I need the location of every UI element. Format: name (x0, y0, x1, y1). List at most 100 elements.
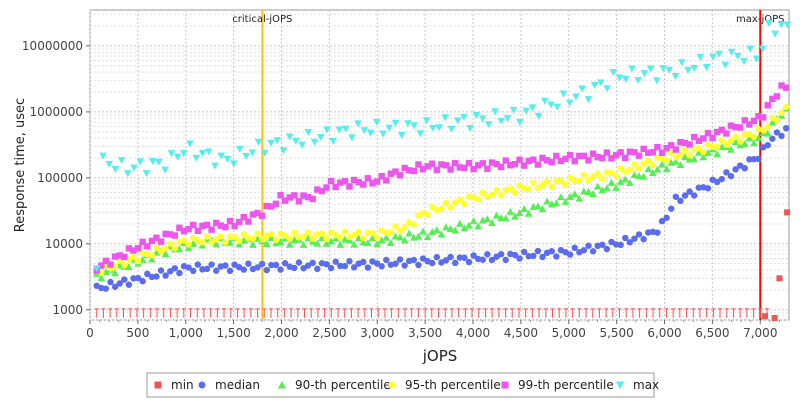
data-point (401, 224, 408, 231)
data-point (350, 176, 358, 184)
data-point (130, 275, 137, 282)
data-point (746, 156, 753, 163)
data-point (254, 138, 263, 146)
data-point (584, 96, 593, 104)
x-tick-label: 4,000 (456, 326, 490, 340)
data-point (511, 251, 519, 259)
x-tick-label: 6,000 (647, 326, 681, 340)
data-point (635, 231, 643, 238)
data-point (366, 129, 375, 137)
data-point (292, 137, 300, 145)
data-point (612, 241, 620, 248)
data-point (553, 253, 560, 260)
data-point (626, 179, 634, 187)
data-point (107, 278, 114, 286)
data-point (304, 229, 312, 236)
data-point (153, 273, 160, 280)
data-point (677, 59, 686, 67)
data-point (194, 227, 202, 235)
data-point (777, 21, 786, 29)
data-point (668, 142, 675, 149)
data-point (223, 155, 232, 163)
data-point (354, 120, 362, 128)
data-point (144, 243, 151, 250)
data-point (346, 258, 353, 265)
data-point (295, 259, 303, 266)
data-point (162, 245, 169, 252)
data-point (672, 146, 680, 153)
data-point (662, 165, 671, 173)
data-point (310, 138, 319, 146)
data-point (681, 139, 689, 147)
data-point (167, 231, 174, 238)
data-point (522, 107, 530, 115)
data-point (771, 30, 779, 38)
data-point (254, 209, 261, 217)
data-point (565, 99, 574, 107)
data-point (548, 248, 555, 255)
data-point (383, 177, 390, 184)
data-point (704, 185, 712, 192)
data-point (727, 145, 735, 153)
data-point (639, 172, 648, 180)
data-point (491, 108, 499, 116)
data-point (401, 262, 408, 269)
data-point (111, 283, 119, 290)
data-point (327, 177, 335, 185)
data-point (539, 181, 546, 189)
data-point (249, 211, 257, 218)
data-point (578, 85, 586, 93)
data-point (649, 149, 657, 156)
data-point (608, 155, 615, 162)
data-point (286, 235, 293, 242)
data-point (663, 144, 670, 152)
data-point (502, 256, 509, 264)
data-point (314, 265, 321, 273)
data-point (98, 262, 105, 269)
data-point (740, 57, 748, 65)
x-tick-label: 5,000 (552, 326, 586, 340)
data-point (148, 237, 156, 245)
data-point (211, 162, 219, 170)
x-tick-label: 6,500 (695, 326, 729, 340)
data-point (410, 221, 418, 228)
data-point (635, 165, 643, 173)
data-point (121, 253, 128, 261)
data-point (116, 252, 123, 259)
data-point (704, 149, 712, 157)
data-point (322, 239, 331, 247)
data-point (553, 152, 560, 160)
data-point (341, 228, 349, 235)
data-point (663, 214, 670, 221)
data-point (691, 192, 698, 199)
legend-label: 90-th percentile (295, 378, 391, 392)
y-tick-label: 1000000 (30, 105, 83, 119)
data-point (653, 77, 661, 85)
data-point (245, 235, 252, 242)
data-point (236, 145, 244, 153)
data-point (658, 160, 666, 168)
data-point (373, 234, 381, 241)
data-point (497, 117, 506, 125)
data-point (272, 261, 280, 269)
data-point (111, 165, 120, 173)
data-point (713, 178, 721, 186)
data-point (598, 186, 607, 194)
data-point (684, 66, 692, 74)
data-point (245, 260, 252, 267)
data-point (713, 150, 721, 158)
data-point (723, 169, 730, 176)
data-point (665, 66, 674, 74)
data-point (479, 160, 486, 167)
data-point (105, 160, 113, 168)
data-point (316, 134, 325, 142)
data-point (768, 118, 777, 126)
data-point (309, 235, 316, 242)
data-point (713, 143, 721, 151)
data-point (327, 264, 335, 272)
data-point (130, 247, 137, 254)
data-point (557, 157, 565, 165)
data-point (571, 177, 578, 185)
data-point (539, 253, 546, 261)
data-point (281, 197, 289, 204)
